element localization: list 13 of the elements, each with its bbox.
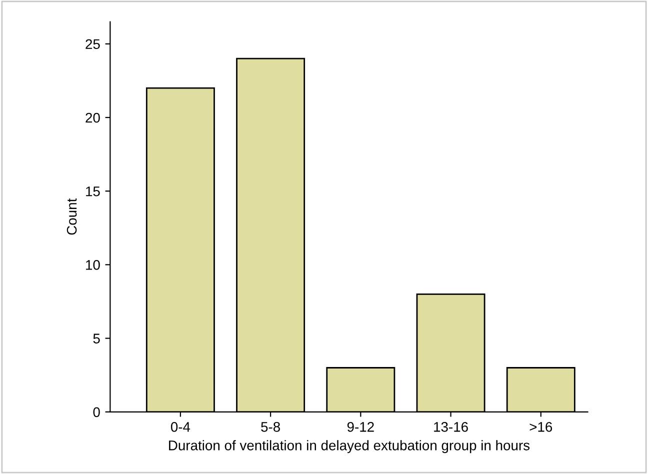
y-tick-label: 0: [93, 407, 100, 418]
x-tick-label: 5-8: [261, 422, 280, 432]
x-tick-label: 9-12: [347, 422, 374, 432]
y-tick-label: 20: [86, 112, 100, 123]
x-tick-label: >16: [530, 422, 552, 432]
y-axis-title: Count: [66, 198, 77, 235]
y-tick-label: 15: [86, 186, 100, 196]
x-axis-title: Duration of ventilation in delayed extubation group in hours: [169, 440, 530, 454]
x-tick-label: 13-16: [434, 422, 468, 432]
x-tick-label: 0-4: [170, 422, 190, 432]
y-tick-label: 25: [86, 39, 100, 50]
y-tick-label: 5: [93, 334, 100, 344]
y-tick-label: 10: [86, 260, 100, 270]
